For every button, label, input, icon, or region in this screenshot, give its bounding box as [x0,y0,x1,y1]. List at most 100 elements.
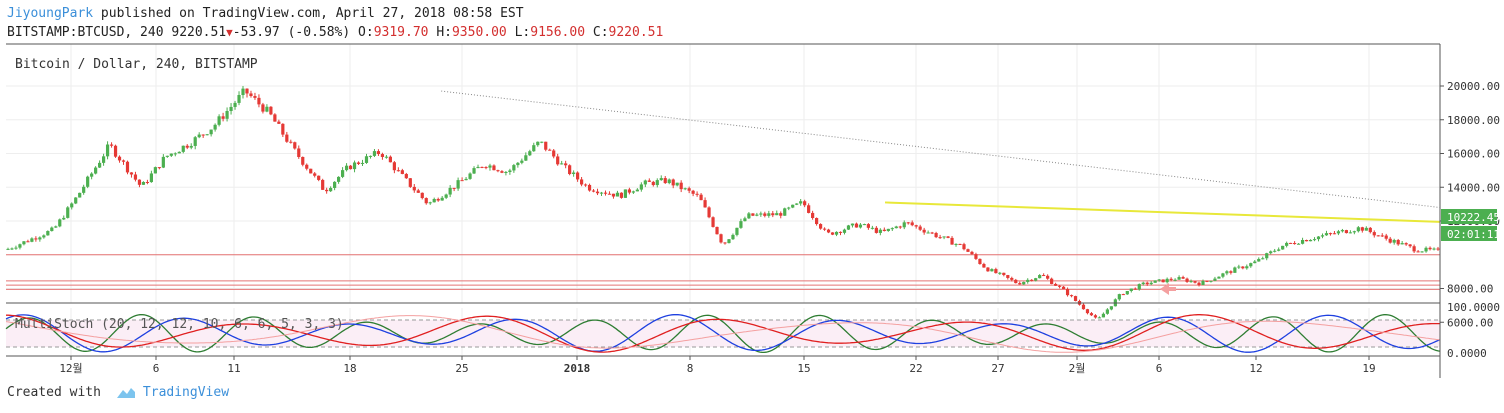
candle-body [201,134,205,136]
candle-body [1312,239,1317,241]
candle-body [1054,283,1058,286]
candle-body [970,251,974,255]
candles [6,85,1440,319]
candle-body [1038,275,1042,279]
candle-body [723,242,727,244]
candle-body [1109,306,1113,310]
candle-body [1253,261,1257,264]
candle-body [1101,313,1106,318]
candle-body [862,224,867,226]
candle-body [1149,282,1153,285]
candle-body [1364,227,1368,231]
candle-body [472,168,476,174]
candle-body [488,165,492,168]
candle-body [508,170,512,172]
main-pane [6,44,1440,303]
x-tick-label: 22 [909,362,922,375]
high-value: 9350.00 [451,25,507,40]
candle-body [615,192,620,197]
x-tick-label: 11 [227,362,240,375]
candle-body [1189,281,1193,283]
candle-body [1085,309,1090,314]
candle-body [520,160,524,163]
candle-body [1412,246,1416,252]
candle-body [990,269,994,272]
candle-body [1237,266,1241,268]
candle-body [1241,266,1245,269]
candle-body [237,95,241,103]
candle-body [1257,258,1261,262]
candle-body [603,192,608,194]
candle-body [595,191,600,194]
candle-body [249,93,253,97]
candle-body [950,237,954,245]
candle-body [153,167,157,174]
candle-body [962,244,966,250]
candle-body [1229,271,1233,273]
candle-body [1133,288,1137,290]
candle-body [1185,278,1189,282]
candle-body [484,167,488,169]
candle-body [428,202,432,204]
candle-body [1404,243,1408,245]
candle-body [1388,238,1392,243]
candle-body [619,192,624,198]
publish-line: JiyoungPark published on TradingView.com… [7,4,663,23]
candle-body [1277,249,1281,251]
candle-body [50,227,54,232]
candle-body [787,207,791,209]
candle-body [1213,278,1217,281]
x-tick-label: 12 [1249,362,1262,375]
price-labels: 10222.45 02:01:11 [1441,209,1500,241]
candle-body [313,173,317,176]
price-label-text: 02:01:11 [1447,228,1500,241]
x-tick-label: 8 [687,362,694,375]
candle-body [671,179,675,186]
candle-body [209,129,213,135]
osc-tick-label: 0.0000 [1447,347,1487,360]
candle-body [1173,279,1177,281]
candle-body [456,180,460,189]
candle-body [337,176,341,182]
candle-body [1336,231,1341,234]
candle-body [1018,283,1022,285]
candle-body [966,249,970,252]
trendlines [441,90,1441,223]
price-label-box [1441,226,1497,241]
candle-body [1002,272,1006,276]
y-tick-label: 14000.00 [1447,181,1500,194]
x-tick-label: 15 [797,362,810,375]
candle-body [1352,231,1356,233]
candle-body [1026,279,1030,282]
candle-body [340,170,345,177]
candle-body [822,228,827,230]
close-value: 9220.51 [608,25,664,40]
candle-body [129,172,134,175]
candle-body [62,217,66,220]
candle-body [1376,235,1380,237]
candle-body [98,162,102,168]
time-axis: 12월 6 11 18 25 2018 8 15 22 27 2월 6 12 19 [59,356,1376,375]
candle-body [1261,258,1265,260]
candle-body [480,166,484,168]
candle-body [1304,240,1309,242]
header: JiyoungPark published on TradingView.com… [7,4,663,42]
tradingview-link[interactable]: TradingView [142,385,230,400]
candle-body [1221,273,1225,277]
candle-body [1308,239,1313,242]
candle-body [165,155,169,157]
candle-body [380,154,385,157]
candle-body [815,217,819,225]
author-link[interactable]: JiyoungPark [7,6,94,21]
open-value: 9319.70 [373,25,429,40]
candle-body [476,166,480,169]
candle-body [173,153,177,155]
candle-body [1157,279,1161,281]
candle-body [930,232,934,234]
candle-body [540,141,544,143]
candle-body [109,144,114,146]
candle-body [1129,288,1133,291]
candle-body [1177,277,1181,280]
candle-body [22,241,26,245]
